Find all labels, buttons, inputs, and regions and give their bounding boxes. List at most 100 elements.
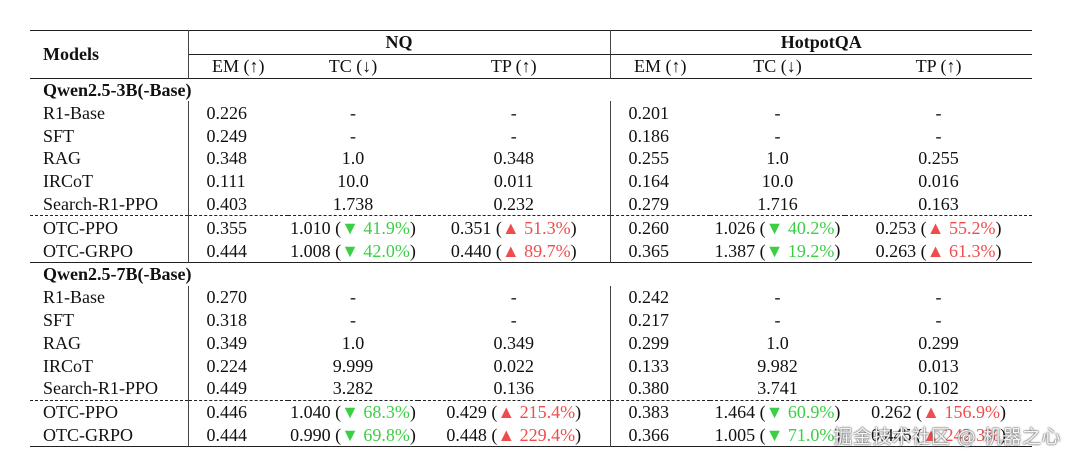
hp-em-cell: 0.255 [628,148,670,169]
decrease-delta: ▼ 68.3% [341,402,410,423]
increase-delta: ▲ 215.4% [497,402,576,423]
nq-tp-cell: 0.348 [418,146,611,170]
hp-tc-cell: 3.741 [757,378,798,399]
metric-header-hp-tc: TC (↓) [753,56,802,77]
hp-em-cell: 0.383 [610,399,711,424]
table-row: R1-Base 0.270- -0.242- - [30,285,1032,309]
hp-em-cell: 0.164 [628,171,670,192]
metric-value: 0.263 [875,240,917,261]
table-row: IRCoT 0.224 9.999 0.022 0.133 9.982 0.013 [30,354,1032,377]
metric-value: 0.445 [871,424,912,445]
model-name-cell: SFT [30,308,189,332]
nq-tc-cell: 1.0 [341,148,365,169]
paren-close: ) [570,217,577,238]
watermark: 掘金技术社区 @ 机器之心 [833,426,1061,448]
nq-em-cell: 0.349 [206,332,248,353]
paren-close: ) [834,217,841,238]
hp-em-cell: 0.260 [610,215,711,240]
hp-tp-cell: - [935,309,942,330]
nq-tc-cell: - [350,102,356,123]
nq-em-cell: 0.270 [206,287,248,308]
hp-tc-cell: 1.0 [766,148,789,169]
table-row: R1-Base 0.226- -0.201- - [30,101,1032,125]
nq-tp-cell: 0.429 (▲ 215.4%) [418,399,611,424]
model-name-cell: OTC-GRPO [30,423,189,447]
hp-tc-cell: 1.716 [757,193,798,214]
table-head: Models NQ HotpotQA EM (↑) TC (↓) TP (↑) … [30,30,1033,79]
hp-tp-cell: 0.255 [918,148,959,169]
paren-open: ( [491,240,502,261]
nq-tp-cell: - [418,308,611,332]
paren-open: ( [755,424,766,445]
hp-em-cell: 0.299 [628,332,670,353]
metric-value: 0.440 [450,240,492,261]
model-name-cell: OTC-GRPO [30,239,189,263]
table-row-otc: OTC-PPO 0.355 1.010 (▼ 41.9%) 0.351 (▲ 51.3… [30,215,1033,240]
paren-close: ) [834,424,841,445]
hp-em-cell: 0.201 [628,102,670,123]
hp-em-cell: 0.365 [628,240,670,261]
paren-open: ( [916,217,927,238]
hp-em-cell: 0.217 [628,309,670,330]
model-group-label: Qwen2.5-7B(-Base) [43,264,192,285]
nq-em-cell: 0.318 [206,309,248,330]
nq-tp-cell: 0.011 [418,169,611,193]
model-name-cell: RAG [30,331,189,355]
nq-tc-cell: 0.990 (▼ 69.8%) [288,424,418,447]
nq-tc-cell: 10.0 [337,171,369,192]
metric-value: 0.990 [290,424,331,445]
nq-tp-cell: 0.448 (▲ 229.4%) [418,423,611,447]
increase-delta: ▲ 156.9% [922,402,1000,423]
table-row-otc: OTC-GRPO 0.444 0.990 (▼ 69.8%) 0.448 (▲ 229… [30,423,1033,447]
paren-close: ) [575,424,582,445]
decrease-delta: ▼ 42.0% [341,240,410,261]
model-name-cell: R1-Base [30,285,189,309]
paren-close: ) [999,402,1006,423]
nq-tp-cell: - [418,101,611,125]
hp-tc-cell: 1.464 (▼ 60.9%) [710,399,846,424]
nq-tp-cell: 0.351 (▲ 51.3%) [418,215,611,240]
nq-tp-cell: - [418,124,611,147]
paren-open: ( [911,402,923,423]
nq-tc-cell: - [350,309,356,330]
table-row: RAG 0.348 1.0 0.348 0.255 1.0 0.255 [30,146,1032,170]
table-row: SFT 0.318- -0.217- - [30,308,1032,332]
paren-close: ) [409,424,416,445]
nq-tc-cell: - [350,287,356,308]
hp-em-cell: 0.186 [628,125,670,146]
paren-open: ( [911,424,923,445]
metric-value: 1.387 [714,240,756,261]
dataset-header-nq: NQ [188,30,611,55]
nq-tc-cell: 1.738 [332,193,374,214]
metric-value: 0.351 [450,217,492,238]
metric-value: 0.262 [871,402,912,423]
hp-tc-cell: - [774,102,781,123]
nq-em-cell: 0.226 [206,102,248,123]
nq-em-cell: 0.446 [188,399,288,424]
increase-delta: ▲ 242.3% [922,424,1000,445]
hp-tp-cell: 0.013 [918,355,959,376]
hp-tp-cell: - [935,102,942,123]
hp-em-cell: 0.133 [628,355,670,376]
hp-tp-cell: 0.253 (▲ 55.2%) [845,215,1033,240]
nq-tp-cell: - [418,285,611,309]
hp-tp-cell: 0.163 [918,193,959,214]
hp-em-cell: 0.242 [628,287,670,308]
table-row: Search-R1-PPO 0.449 3.282 0.136 0.380 3.741 0.… [30,376,1032,401]
paren-close: ) [834,240,841,261]
increase-delta: ▲ 61.3% [926,240,996,261]
model-name-cell: OTC-PPO [30,399,189,424]
paren-open: ( [330,217,342,238]
metric-header-nq-tp: TP (↑) [418,54,611,79]
hp-tp-cell: 0.263 (▲ 61.3%) [845,239,1032,262]
model-name-cell: R1-Base [30,101,189,125]
nq-em-cell: 0.449 [206,378,248,399]
metric-value: 0.253 [875,217,917,238]
paren-open: ( [755,217,766,238]
paren-close: ) [575,402,582,423]
paren-close: ) [834,402,841,423]
nq-em-cell: 0.249 [206,125,248,146]
decrease-delta: ▼ 41.9% [341,217,410,238]
metric-header-hp-em: EM (↑) [634,56,687,77]
results-table: Models NQ HotpotQA EM (↑) TC (↓) TP (↑) … [30,30,1033,447]
